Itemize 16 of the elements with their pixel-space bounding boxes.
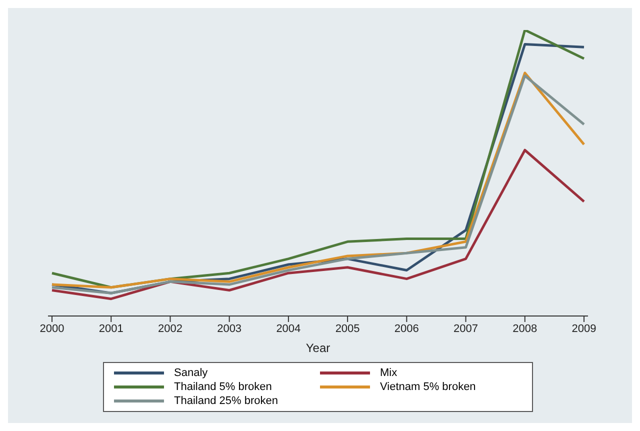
x-tick-label: 2004 (276, 322, 301, 335)
x-tick-label: 2000 (40, 322, 64, 335)
x-tick-label: 2005 (335, 322, 360, 335)
x-tick-label: 2009 (572, 322, 596, 335)
legend-label: Thailand 5% broken (174, 381, 272, 393)
legend-label: Sanaly (174, 367, 208, 379)
x-tick-label: 2007 (454, 322, 478, 335)
legend-label: Thailand 25% broken (174, 395, 278, 407)
legend-label: Vietnam 5% broken (380, 381, 476, 393)
x-tick-label: 2008 (512, 322, 538, 335)
x-tick-label: 2001 (98, 322, 124, 335)
x-axis-title: Year (306, 341, 330, 355)
x-tick-label: 2002 (158, 322, 182, 335)
x-tick-label: 2003 (217, 322, 242, 335)
x-tick-label: 2006 (394, 322, 419, 335)
legend-label: Mix (380, 367, 398, 379)
